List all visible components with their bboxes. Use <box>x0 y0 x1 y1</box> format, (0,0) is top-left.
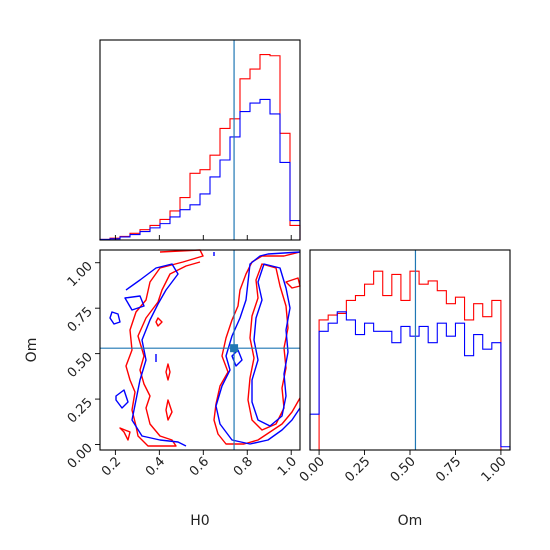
om-histogram-panel: 0.00 0.25 0.50 0.75 1.00 Om <box>297 249 511 529</box>
blue-contour-top-left <box>109 311 121 325</box>
om-histogram-frame <box>309 249 511 451</box>
blue-contour-group <box>109 251 301 447</box>
red-contour-inner-right <box>247 263 289 431</box>
om-axis-label: Om <box>24 338 40 363</box>
h0-histogram-frame <box>99 39 301 241</box>
h0-axis-label: H0 <box>190 513 209 529</box>
blue-contour-lower-left <box>115 389 129 409</box>
joint-panel-frame <box>99 249 301 451</box>
red-contour-left-bottom <box>119 427 131 441</box>
red-contour-inner-3 <box>165 399 173 421</box>
red-contour-inner-2 <box>165 363 171 381</box>
om-histogram-series <box>309 270 511 451</box>
joint-contours <box>109 249 301 447</box>
om-histogram-series-blue <box>309 311 511 450</box>
h0-histogram-series-red <box>99 53 301 240</box>
h0-histogram-ticks <box>114 235 292 240</box>
blue-contour-inner-right <box>251 263 291 427</box>
red-contour-outer-left <box>125 249 204 447</box>
h0-histogram-panel <box>99 39 301 241</box>
h0-histogram-series <box>99 53 301 240</box>
om-x-axis-label: Om <box>398 513 423 529</box>
blue-contour-outer-left <box>125 263 187 447</box>
joint-truth-marker <box>230 344 239 353</box>
blue-contour-outer-right <box>215 251 301 445</box>
red-contour-inner-1 <box>155 317 163 327</box>
blue-contour-small <box>124 295 145 311</box>
h0-histogram-series-blue <box>99 98 301 240</box>
